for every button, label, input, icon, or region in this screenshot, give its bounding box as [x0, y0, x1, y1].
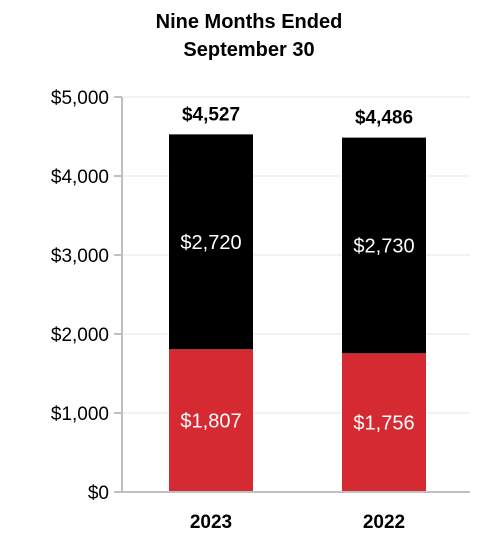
segment-value-label: $1,807	[180, 411, 241, 433]
y-tick-label: $3,000	[51, 246, 109, 267]
data-labels: $1,807 $2,720 $4,527 2023 $1,756 $2,730 $4,486…	[180, 104, 414, 533]
bars	[169, 134, 426, 492]
y-tick-label: $4,000	[51, 167, 109, 188]
y-tick-label: $1,000	[51, 404, 109, 425]
bar-total-label: $4,486	[355, 108, 413, 129]
y-tick-label: $2,000	[51, 325, 109, 346]
bar-segment	[169, 349, 253, 492]
y-axis: $0 $1,000 $2,000 $3,000 $4,000 $5,000	[51, 88, 470, 504]
y-tick-label: $5,000	[51, 88, 109, 109]
chart-title-line-1: Nine Months Ended	[156, 11, 343, 33]
chart-title-line-2: September 30	[183, 39, 314, 61]
y-tick-label: $0	[88, 483, 109, 504]
x-category-label: 2022	[363, 512, 405, 533]
bar-total-label: $4,527	[182, 104, 240, 125]
segment-value-label: $2,730	[353, 235, 414, 257]
segment-value-label: $1,756	[353, 413, 414, 435]
bar-segment	[342, 353, 426, 492]
x-category-label: 2023	[190, 512, 232, 533]
bar-segment	[169, 134, 253, 350]
segment-value-label: $2,720	[180, 232, 241, 254]
bar-segment	[342, 137, 426, 354]
